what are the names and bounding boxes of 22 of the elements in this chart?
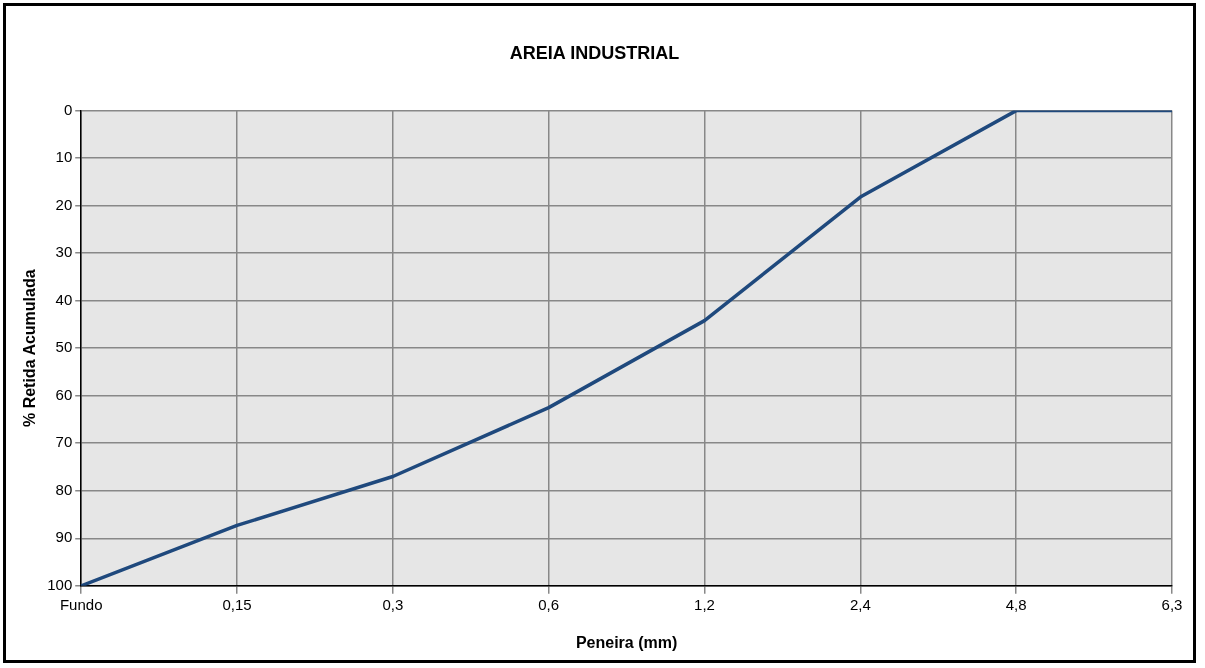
y-tick-label: 50 (55, 338, 73, 356)
y-tick-label: 20 (55, 195, 73, 213)
x-tick-label: 1,2 (694, 595, 715, 613)
x-axis-title: Peneira (mm) (575, 633, 678, 651)
x-tick-label: 0,6 (538, 595, 560, 613)
x-tick-label: 0,15 (222, 595, 252, 613)
y-tick-label: 80 (55, 480, 73, 498)
x-tick-label: 2,4 (849, 595, 871, 613)
x-tick-label: Fundo (59, 595, 103, 613)
y-tick-label: 60 (55, 385, 73, 403)
y-tick-label: 40 (55, 290, 73, 308)
x-tick-label: 0,3 (382, 595, 404, 613)
y-tick-label: 70 (55, 433, 73, 451)
y-tick-label: 100 (47, 575, 73, 593)
y-tick-label: 0 (63, 100, 73, 118)
x-tick-label: 4,8 (1005, 595, 1027, 613)
y-tick-label: 10 (55, 148, 73, 166)
chart-title: AREIA INDUSTRIAL (509, 42, 680, 63)
y-tick-label: 30 (55, 243, 73, 261)
y-axis-title: % Retida Acumulada (21, 269, 39, 428)
x-tick-label: 6,3 (1161, 595, 1183, 613)
y-tick-label: 90 (55, 528, 73, 546)
